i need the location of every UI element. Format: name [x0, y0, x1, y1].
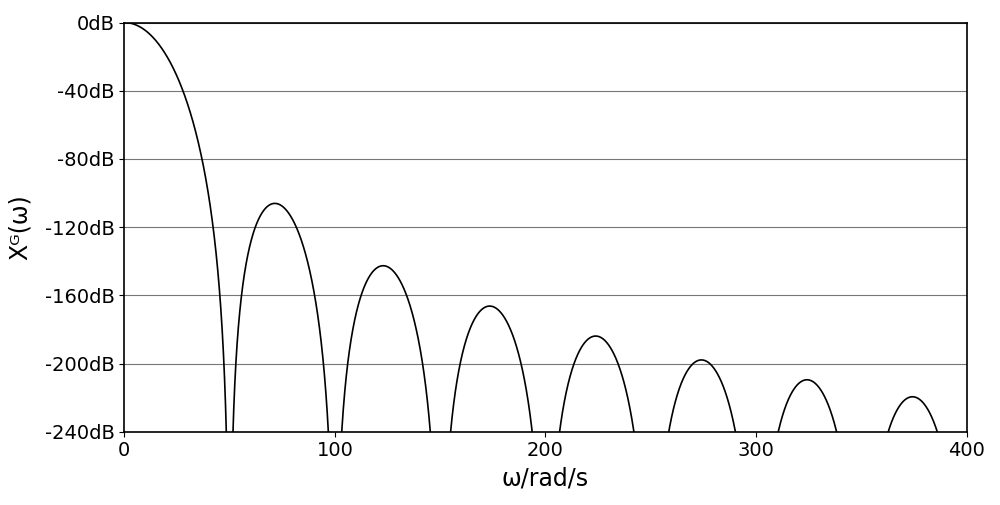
- X-axis label: ω/rad/s: ω/rad/s: [502, 466, 589, 490]
- Y-axis label: Xᴳ(ω): Xᴳ(ω): [8, 194, 32, 260]
